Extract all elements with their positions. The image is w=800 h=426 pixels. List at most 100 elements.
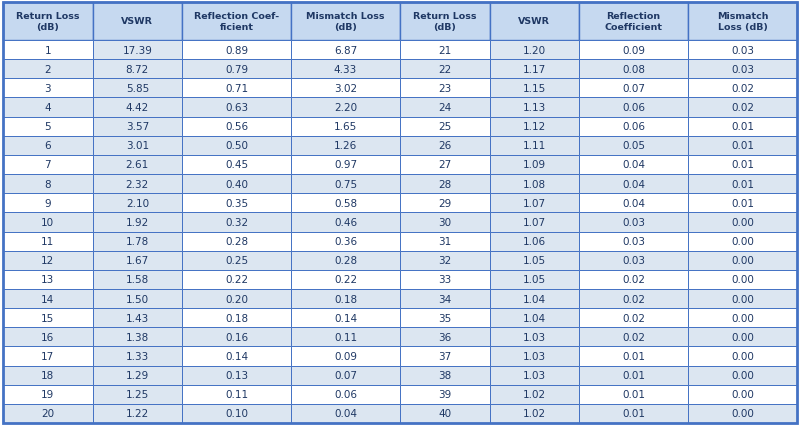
- Bar: [3, 194, 93, 213]
- Text: 1.08: 1.08: [522, 179, 546, 189]
- Text: 1.03: 1.03: [522, 351, 546, 361]
- Text: 1.29: 1.29: [126, 370, 149, 380]
- Bar: [490, 385, 579, 404]
- Bar: [400, 155, 490, 175]
- Bar: [400, 60, 490, 79]
- Bar: [688, 41, 797, 60]
- Text: Return Loss
(dB): Return Loss (dB): [16, 12, 79, 32]
- Bar: [182, 79, 291, 98]
- Bar: [400, 328, 490, 347]
- Bar: [3, 117, 93, 136]
- Bar: [688, 175, 797, 194]
- Text: 1.65: 1.65: [334, 122, 357, 132]
- Bar: [93, 155, 182, 175]
- Text: 0.07: 0.07: [334, 370, 357, 380]
- Text: 0.22: 0.22: [334, 275, 357, 285]
- Text: 0.25: 0.25: [225, 256, 248, 265]
- Text: 0.75: 0.75: [334, 179, 357, 189]
- Bar: [93, 213, 182, 232]
- Text: 0.00: 0.00: [731, 294, 754, 304]
- Bar: [3, 79, 93, 98]
- Text: 2.10: 2.10: [126, 199, 149, 208]
- Text: 1.05: 1.05: [522, 275, 546, 285]
- Bar: [579, 155, 688, 175]
- Bar: [688, 251, 797, 270]
- Bar: [93, 117, 182, 136]
- Text: 0.46: 0.46: [334, 217, 357, 227]
- Text: 0.00: 0.00: [731, 236, 754, 247]
- Bar: [688, 366, 797, 385]
- Bar: [579, 232, 688, 251]
- Bar: [400, 213, 490, 232]
- Bar: [182, 3, 291, 41]
- Bar: [93, 232, 182, 251]
- Bar: [182, 136, 291, 155]
- Text: 0.10: 0.10: [225, 409, 248, 418]
- Text: 0.14: 0.14: [225, 351, 248, 361]
- Text: 0.03: 0.03: [622, 256, 645, 265]
- Bar: [182, 385, 291, 404]
- Text: 26: 26: [438, 141, 451, 151]
- Text: 37: 37: [438, 351, 451, 361]
- Text: 33: 33: [438, 275, 451, 285]
- Bar: [400, 98, 490, 117]
- Bar: [400, 232, 490, 251]
- Bar: [3, 213, 93, 232]
- Bar: [93, 98, 182, 117]
- Bar: [688, 213, 797, 232]
- Text: 0.04: 0.04: [622, 179, 645, 189]
- Bar: [400, 175, 490, 194]
- Text: 0.06: 0.06: [622, 122, 645, 132]
- Bar: [400, 385, 490, 404]
- Bar: [291, 366, 400, 385]
- Text: 0.00: 0.00: [731, 217, 754, 227]
- Text: 12: 12: [41, 256, 54, 265]
- Text: 0.14: 0.14: [334, 313, 357, 323]
- Text: 0.00: 0.00: [731, 409, 754, 418]
- Text: 0.79: 0.79: [225, 65, 248, 75]
- Text: 0.71: 0.71: [225, 83, 248, 94]
- Text: 0.04: 0.04: [334, 409, 357, 418]
- Bar: [490, 3, 579, 41]
- Text: 21: 21: [438, 46, 451, 55]
- Text: 24: 24: [438, 103, 451, 113]
- Text: 0.32: 0.32: [225, 217, 248, 227]
- Bar: [400, 3, 490, 41]
- Text: 0.35: 0.35: [225, 199, 248, 208]
- Bar: [688, 117, 797, 136]
- Text: 1.11: 1.11: [522, 141, 546, 151]
- Bar: [291, 347, 400, 366]
- Bar: [3, 155, 93, 175]
- Bar: [3, 41, 93, 60]
- Text: 0.01: 0.01: [622, 370, 645, 380]
- Bar: [291, 270, 400, 289]
- Text: 0.01: 0.01: [731, 160, 754, 170]
- Text: 1.25: 1.25: [126, 389, 149, 399]
- Bar: [400, 308, 490, 328]
- Text: 0.03: 0.03: [731, 46, 754, 55]
- Bar: [688, 404, 797, 423]
- Bar: [291, 213, 400, 232]
- Bar: [93, 347, 182, 366]
- Text: Mismatch
Loss (dB): Mismatch Loss (dB): [717, 12, 768, 32]
- Bar: [490, 404, 579, 423]
- Bar: [688, 98, 797, 117]
- Bar: [182, 155, 291, 175]
- Bar: [400, 366, 490, 385]
- Text: 11: 11: [41, 236, 54, 247]
- Bar: [688, 155, 797, 175]
- Bar: [688, 385, 797, 404]
- Bar: [490, 79, 579, 98]
- Text: VSWR: VSWR: [122, 17, 154, 26]
- Text: 0.02: 0.02: [622, 294, 645, 304]
- Text: Reflection Coef-
ficient: Reflection Coef- ficient: [194, 12, 279, 32]
- Text: 0.00: 0.00: [731, 389, 754, 399]
- Text: 1.05: 1.05: [522, 256, 546, 265]
- Text: 0.01: 0.01: [731, 179, 754, 189]
- Bar: [688, 3, 797, 41]
- Bar: [93, 194, 182, 213]
- Text: 1.58: 1.58: [126, 275, 149, 285]
- Bar: [400, 347, 490, 366]
- Bar: [291, 155, 400, 175]
- Bar: [490, 289, 579, 308]
